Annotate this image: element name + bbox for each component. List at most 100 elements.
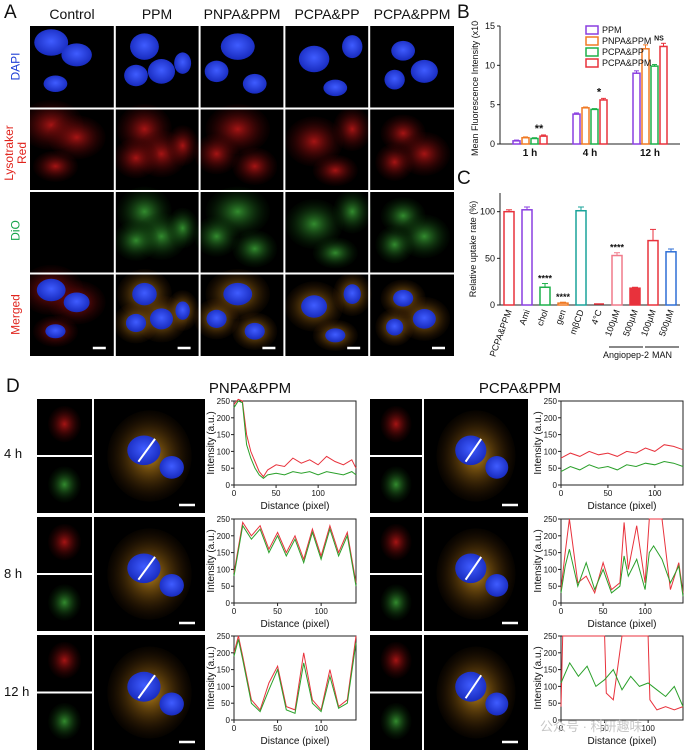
x-tick-label: 4 h bbox=[583, 148, 597, 159]
panelD-left-images bbox=[37, 397, 207, 752]
y-tick-label: 100 bbox=[544, 565, 558, 574]
green-cell bbox=[380, 466, 412, 503]
dapi-nucleus bbox=[34, 29, 69, 56]
y-tick-label: 200 bbox=[544, 414, 558, 423]
dapi-nucleus bbox=[43, 75, 68, 92]
panelD-time-8h: 8 h bbox=[4, 566, 23, 581]
significance-label: * bbox=[597, 86, 602, 98]
x-tick-label: 50 bbox=[599, 607, 608, 616]
legend-label: PCPA&PP bbox=[602, 47, 644, 57]
bar bbox=[530, 137, 539, 145]
nucleus bbox=[485, 456, 509, 479]
intensity-line bbox=[560, 460, 684, 473]
panel-letter-d: D bbox=[6, 376, 20, 397]
intensity-line bbox=[233, 521, 357, 583]
dio-signal bbox=[375, 225, 414, 264]
panel-letter-a: A bbox=[4, 2, 17, 23]
intensity-line bbox=[233, 639, 357, 714]
panelD-time-4h: 4 h bbox=[4, 446, 23, 461]
dapi-nucleus bbox=[342, 35, 363, 59]
nucleus bbox=[485, 692, 509, 716]
y-tick-label: 0 bbox=[226, 716, 231, 725]
nucleus bbox=[159, 574, 184, 597]
panelA-row-merged: Merged bbox=[8, 294, 23, 335]
chart-d-pcpa-4h: 0 50 100 150 200 250 0 50 100 Distance (pixel) Int… bbox=[533, 397, 684, 512]
legend-label: PCPA&PPM bbox=[602, 58, 651, 68]
y-tick-label: 200 bbox=[544, 532, 558, 541]
plot-frame bbox=[560, 400, 684, 486]
merged-nucleus bbox=[301, 295, 328, 318]
y-tick-label: 0 bbox=[226, 599, 231, 608]
y-tick-label: 0 bbox=[490, 139, 495, 149]
y-tick-label: 250 bbox=[544, 632, 558, 641]
dio-signal bbox=[332, 189, 372, 234]
intensity-line bbox=[233, 400, 357, 479]
x-tick-label: 500μM bbox=[657, 308, 676, 337]
y-tick-label: 50 bbox=[548, 582, 557, 591]
merged-nucleus bbox=[149, 308, 173, 330]
merged-nucleus bbox=[206, 309, 227, 328]
panelA-row-lysotracker: Lysotraker Red bbox=[2, 125, 29, 181]
lyso-signal bbox=[232, 147, 278, 186]
y-tick-label: 0 bbox=[553, 716, 558, 725]
panelA-col-pcpa-pp: PCPA&PP bbox=[294, 6, 360, 22]
legend-label: PNPA&PPM bbox=[602, 36, 651, 46]
merged-nucleus bbox=[412, 309, 436, 329]
nucleus bbox=[455, 435, 487, 466]
bar bbox=[659, 45, 668, 145]
panelA-col-pnpa-ppm: PNPA&PPM bbox=[203, 6, 281, 22]
green-cell bbox=[380, 702, 412, 740]
dapi-nucleus bbox=[391, 40, 415, 61]
x-tick-label: 100 bbox=[648, 489, 662, 498]
intensity-line bbox=[560, 518, 684, 595]
dio-signal bbox=[113, 220, 159, 261]
y-tick-label: 250 bbox=[544, 515, 558, 524]
intensity-line bbox=[560, 661, 684, 707]
bar bbox=[572, 113, 581, 145]
x-tick-label: 1 h bbox=[523, 148, 537, 159]
y-tick-label: 15 bbox=[485, 21, 495, 31]
x-tick-label: 0 bbox=[559, 724, 564, 733]
lyso-signal bbox=[285, 116, 344, 167]
x-tick-label: 100 bbox=[311, 489, 325, 498]
bar bbox=[629, 287, 641, 306]
bar bbox=[557, 302, 569, 306]
y-axis-label: Intensity (a.u.) bbox=[206, 529, 217, 592]
intensity-line bbox=[233, 635, 357, 711]
lyso-signal bbox=[332, 107, 372, 152]
panelA-col-control: Control bbox=[49, 6, 95, 22]
x-tick-label: 50 bbox=[273, 724, 282, 733]
y-tick-label: 250 bbox=[217, 632, 231, 641]
y-tick-label: 5 bbox=[490, 100, 495, 110]
chart-d-pnpa-4h: 0 50 100 150 200 250 0 50 100 Distance (pixel) Int… bbox=[206, 397, 357, 512]
merged-nucleus bbox=[393, 289, 414, 307]
x-axis-label: Distance (pixel) bbox=[261, 736, 330, 747]
merged-nucleus bbox=[223, 282, 253, 306]
bar bbox=[665, 251, 677, 306]
merged-nucleus bbox=[325, 328, 346, 343]
dio-signal bbox=[312, 237, 358, 269]
lyso-signal bbox=[47, 115, 106, 160]
merged-nucleus bbox=[36, 278, 66, 302]
merged-nucleus bbox=[343, 284, 361, 304]
bar bbox=[647, 239, 659, 306]
merged-nucleus bbox=[63, 292, 90, 313]
plot-frame bbox=[560, 518, 684, 604]
y-tick-label: 100 bbox=[217, 447, 231, 456]
x-tick-label: 50 bbox=[603, 489, 612, 498]
lyso-signal bbox=[32, 150, 78, 182]
x-tick-label: 50 bbox=[273, 607, 282, 616]
x-tick-label: PCPA&PPM bbox=[488, 308, 514, 358]
panelA-col-pcpa-ppm: PCPA&PPM bbox=[373, 6, 451, 22]
nucleus bbox=[159, 692, 184, 716]
merged-nucleus bbox=[125, 313, 147, 333]
red-cell bbox=[48, 523, 81, 561]
profile-line bbox=[137, 556, 156, 581]
x-tick-label: 0 bbox=[232, 489, 237, 498]
y-tick-label: 50 bbox=[485, 253, 495, 263]
green-cell bbox=[48, 702, 81, 740]
intensity-line bbox=[560, 444, 684, 459]
dapi-nucleus bbox=[61, 43, 92, 67]
dapi-nucleus bbox=[242, 73, 267, 94]
dapi-nucleus bbox=[204, 60, 229, 83]
